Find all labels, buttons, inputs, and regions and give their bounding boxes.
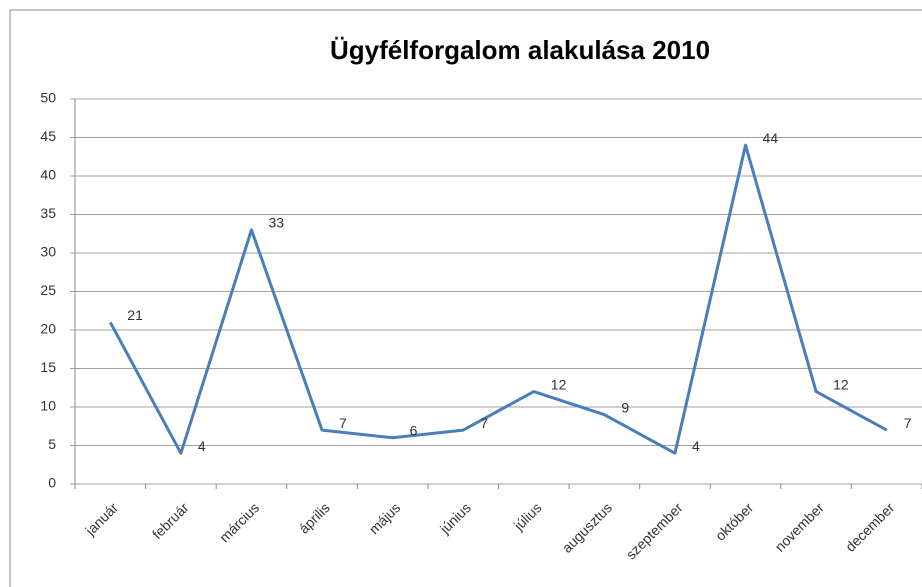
line <box>108 143 888 455</box>
data-label: 7 <box>339 415 347 431</box>
data-label: 21 <box>127 307 143 323</box>
y-tick-label: 0 <box>48 475 56 491</box>
data-label: 44 <box>763 130 779 146</box>
data-label: 12 <box>833 376 849 392</box>
y-tick-label: 50 <box>40 90 56 106</box>
y-tick-label: 10 <box>40 398 56 414</box>
data-label: 7 <box>904 415 912 431</box>
y-tick-label: 20 <box>40 321 56 337</box>
y-tick-label: 15 <box>40 359 56 375</box>
data-label: 12 <box>551 376 567 392</box>
y-tick-label: 25 <box>40 282 56 298</box>
chart-title: Ügyfélforgalom alakulása 2010 <box>330 35 710 65</box>
chart-frame <box>9 9 922 587</box>
y-tick-label: 40 <box>40 167 56 183</box>
data-label: 4 <box>198 438 206 454</box>
data-label: 7 <box>480 415 488 431</box>
y-tick-label: 5 <box>48 436 56 452</box>
data-label: 6 <box>410 423 418 439</box>
y-tick-label: 45 <box>40 128 56 144</box>
y-tick-label: 35 <box>40 205 56 221</box>
y-tick-label: 30 <box>40 244 56 260</box>
data-label: 33 <box>268 215 284 231</box>
data-label: 4 <box>692 438 700 454</box>
data-label: 9 <box>621 399 629 415</box>
